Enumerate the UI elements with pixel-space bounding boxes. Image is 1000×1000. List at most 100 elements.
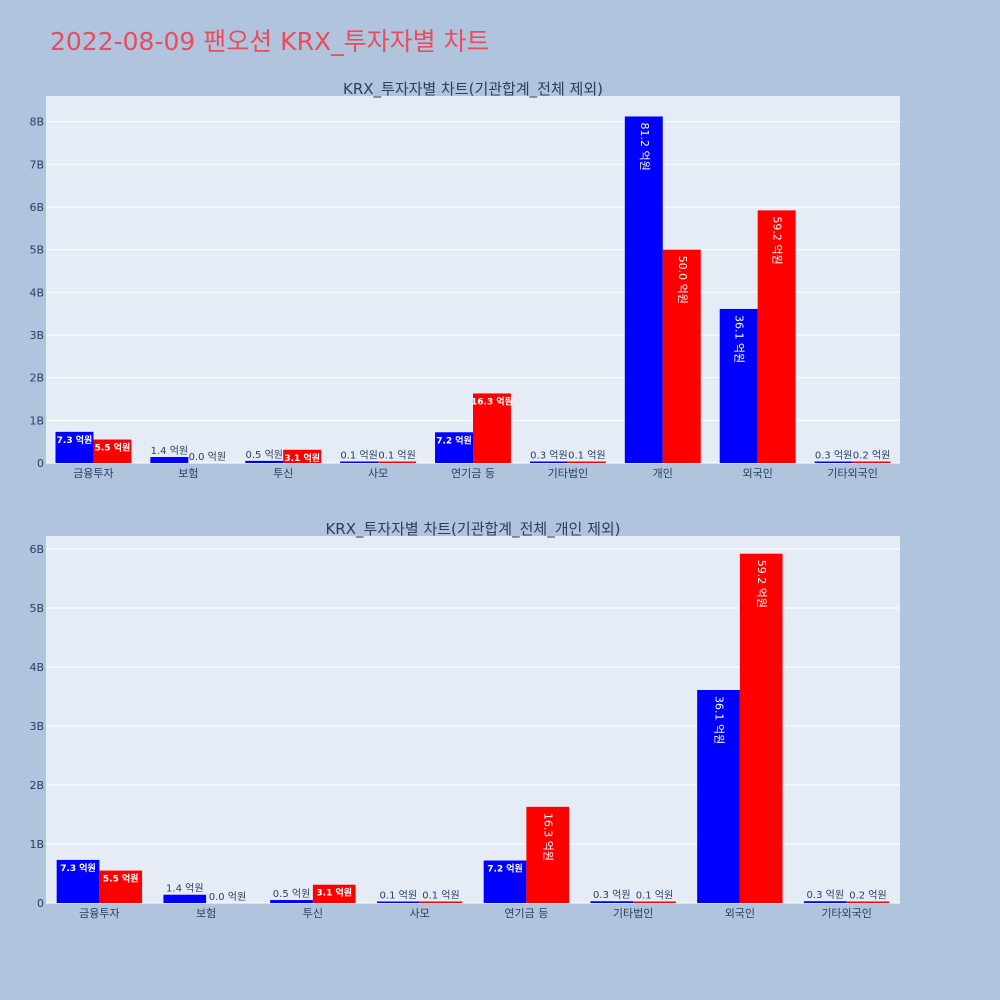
sell-bar bbox=[739, 553, 783, 903]
buy-bar bbox=[624, 116, 663, 464]
y-tick-label: 5B bbox=[29, 244, 44, 257]
x-tick-label: 외국인 bbox=[725, 907, 755, 920]
y-tick-label: 7B bbox=[29, 158, 44, 171]
buy-bar bbox=[376, 901, 420, 903]
buy-bar bbox=[340, 461, 379, 463]
bar-data-label: 0.1 억원 bbox=[378, 450, 415, 462]
sell-bar bbox=[473, 393, 511, 463]
x-tick-label: 투신 bbox=[303, 907, 323, 920]
x-tick-label: 기타법인 bbox=[613, 907, 653, 920]
buy-bar bbox=[163, 894, 207, 903]
y-tick-label: 1B bbox=[29, 838, 44, 851]
sell-bar bbox=[567, 461, 606, 463]
y-tick-label: 2B bbox=[29, 372, 44, 385]
x-tick-label: 금융투자 bbox=[73, 467, 113, 480]
bar-data-label: 5.5 억원 bbox=[103, 873, 139, 885]
sell-bar bbox=[662, 249, 701, 463]
bar-data-label: 36.1 억원 bbox=[733, 315, 746, 363]
bar-data-label: 0.0 억원 bbox=[189, 451, 226, 463]
y-tick-label: 0 bbox=[37, 897, 44, 910]
chart-title: KRX_투자자별 차트(기관합계_전체_개인 제외) bbox=[325, 520, 620, 539]
buy-bar bbox=[814, 461, 853, 463]
buy-bar bbox=[435, 432, 473, 463]
bar-data-label: 7.3 억원 bbox=[60, 862, 96, 874]
buy-bar bbox=[56, 859, 100, 903]
x-tick-label: 투신 bbox=[273, 467, 293, 480]
buy-bar bbox=[150, 457, 189, 463]
bar-data-label: 0.5 억원 bbox=[273, 888, 310, 900]
y-tick-label: 5B bbox=[29, 602, 44, 615]
bar-data-label: 36.1 억원 bbox=[713, 696, 726, 744]
sell-bar bbox=[757, 210, 796, 463]
y-tick-label: 6B bbox=[29, 201, 44, 214]
bar-data-label: 0.3 억원 bbox=[530, 450, 567, 462]
x-tick-label: 기타외국인 bbox=[821, 907, 872, 920]
bar-data-label: 16.3 억원 bbox=[542, 813, 555, 861]
bar-data-label: 3.1 억원 bbox=[284, 452, 320, 464]
bar-data-label: 0.3 억원 bbox=[593, 889, 630, 901]
bar-data-label: 0.1 억원 bbox=[340, 450, 377, 462]
sell-bar bbox=[852, 461, 891, 463]
y-tick-label: 8B bbox=[29, 116, 44, 129]
buy-bar bbox=[719, 308, 758, 463]
x-tick-label: 외국인 bbox=[742, 467, 772, 480]
bar-data-label: 81.2 억원 bbox=[638, 122, 651, 170]
sell-bar bbox=[312, 884, 356, 903]
bar-data-label: 0.5 억원 bbox=[246, 449, 283, 461]
x-tick-label: 보험 bbox=[178, 467, 198, 480]
x-tick-label: 사모 bbox=[368, 467, 388, 480]
y-tick-label: 3B bbox=[29, 720, 44, 733]
buy-bar bbox=[803, 901, 847, 903]
x-tick-label: 사모 bbox=[410, 907, 430, 920]
sell-bar bbox=[633, 901, 676, 903]
x-tick-label: 연기금 등 bbox=[504, 907, 548, 920]
bar-data-label: 0.3 억원 bbox=[815, 450, 852, 462]
bar-data-label: 0.0 억원 bbox=[209, 891, 246, 903]
bar-data-label: 0.1 억원 bbox=[636, 890, 673, 902]
bar-data-label: 0.1 억원 bbox=[380, 890, 417, 902]
page-title: 2022-08-09 팬오션 KRX_투자자별 차트 bbox=[50, 27, 490, 56]
y-tick-label: 6B bbox=[29, 543, 44, 556]
bar-data-label: 59.2 억원 bbox=[755, 560, 768, 608]
x-tick-label: 연기금 등 bbox=[451, 467, 495, 480]
chart-title: KRX_투자자별 차트(기관합계_전체 제외) bbox=[343, 80, 603, 99]
sell-bar bbox=[283, 449, 322, 463]
buy-bar bbox=[529, 461, 568, 463]
buy-bar bbox=[590, 901, 634, 903]
bar-data-label: 16.3 억원 bbox=[471, 395, 513, 407]
x-tick-label: 개인 bbox=[653, 467, 673, 480]
buy-bar bbox=[483, 860, 527, 903]
y-tick-label: 0 bbox=[37, 457, 44, 470]
bar-data-label: 0.1 억원 bbox=[422, 890, 459, 902]
x-tick-label: 기타외국인 bbox=[827, 467, 878, 480]
buy-bar bbox=[270, 900, 313, 903]
bar-data-label: 59.2 억원 bbox=[771, 216, 784, 264]
sell-bar bbox=[526, 806, 570, 903]
x-tick-label: 보험 bbox=[196, 907, 216, 920]
bar-data-label: 1.4 억원 bbox=[151, 445, 188, 457]
buy-bar bbox=[697, 689, 740, 903]
buy-bar bbox=[55, 431, 94, 463]
sell-bar bbox=[99, 870, 143, 903]
bar-data-label: 0.3 억원 bbox=[807, 889, 844, 901]
sell-bar bbox=[93, 439, 132, 463]
sell-bar bbox=[419, 901, 463, 903]
sell-bar bbox=[378, 461, 417, 463]
bar-data-label: 0.2 억원 bbox=[849, 890, 886, 902]
bar-data-label: 3.1 억원 bbox=[316, 887, 352, 899]
bar-data-label: 0.1 억원 bbox=[568, 450, 605, 462]
bar-data-label: 1.4 억원 bbox=[166, 883, 203, 895]
chart-2: 0 1B 2B 3B 4B 5B 6B KRX_투자자별 차트(기관합계_전체_개인 제외) 금… bbox=[29, 520, 900, 920]
bar-data-label: 7.2 억원 bbox=[487, 863, 523, 875]
bar-data-label: 7.2 억원 bbox=[436, 434, 472, 446]
bar-data-label: 50.0 억원 bbox=[676, 256, 689, 304]
bar-data-label: 5.5 억원 bbox=[95, 442, 131, 454]
x-tick-label: 기타법인 bbox=[548, 467, 588, 480]
y-tick-label: 2B bbox=[29, 779, 44, 792]
bar-data-label: 0.2 억원 bbox=[853, 450, 890, 462]
sell-bar bbox=[846, 901, 890, 903]
y-tick-label: 4B bbox=[29, 286, 44, 299]
x-tick-label: 금융투자 bbox=[79, 907, 119, 920]
y-tick-label: 1B bbox=[29, 414, 44, 427]
